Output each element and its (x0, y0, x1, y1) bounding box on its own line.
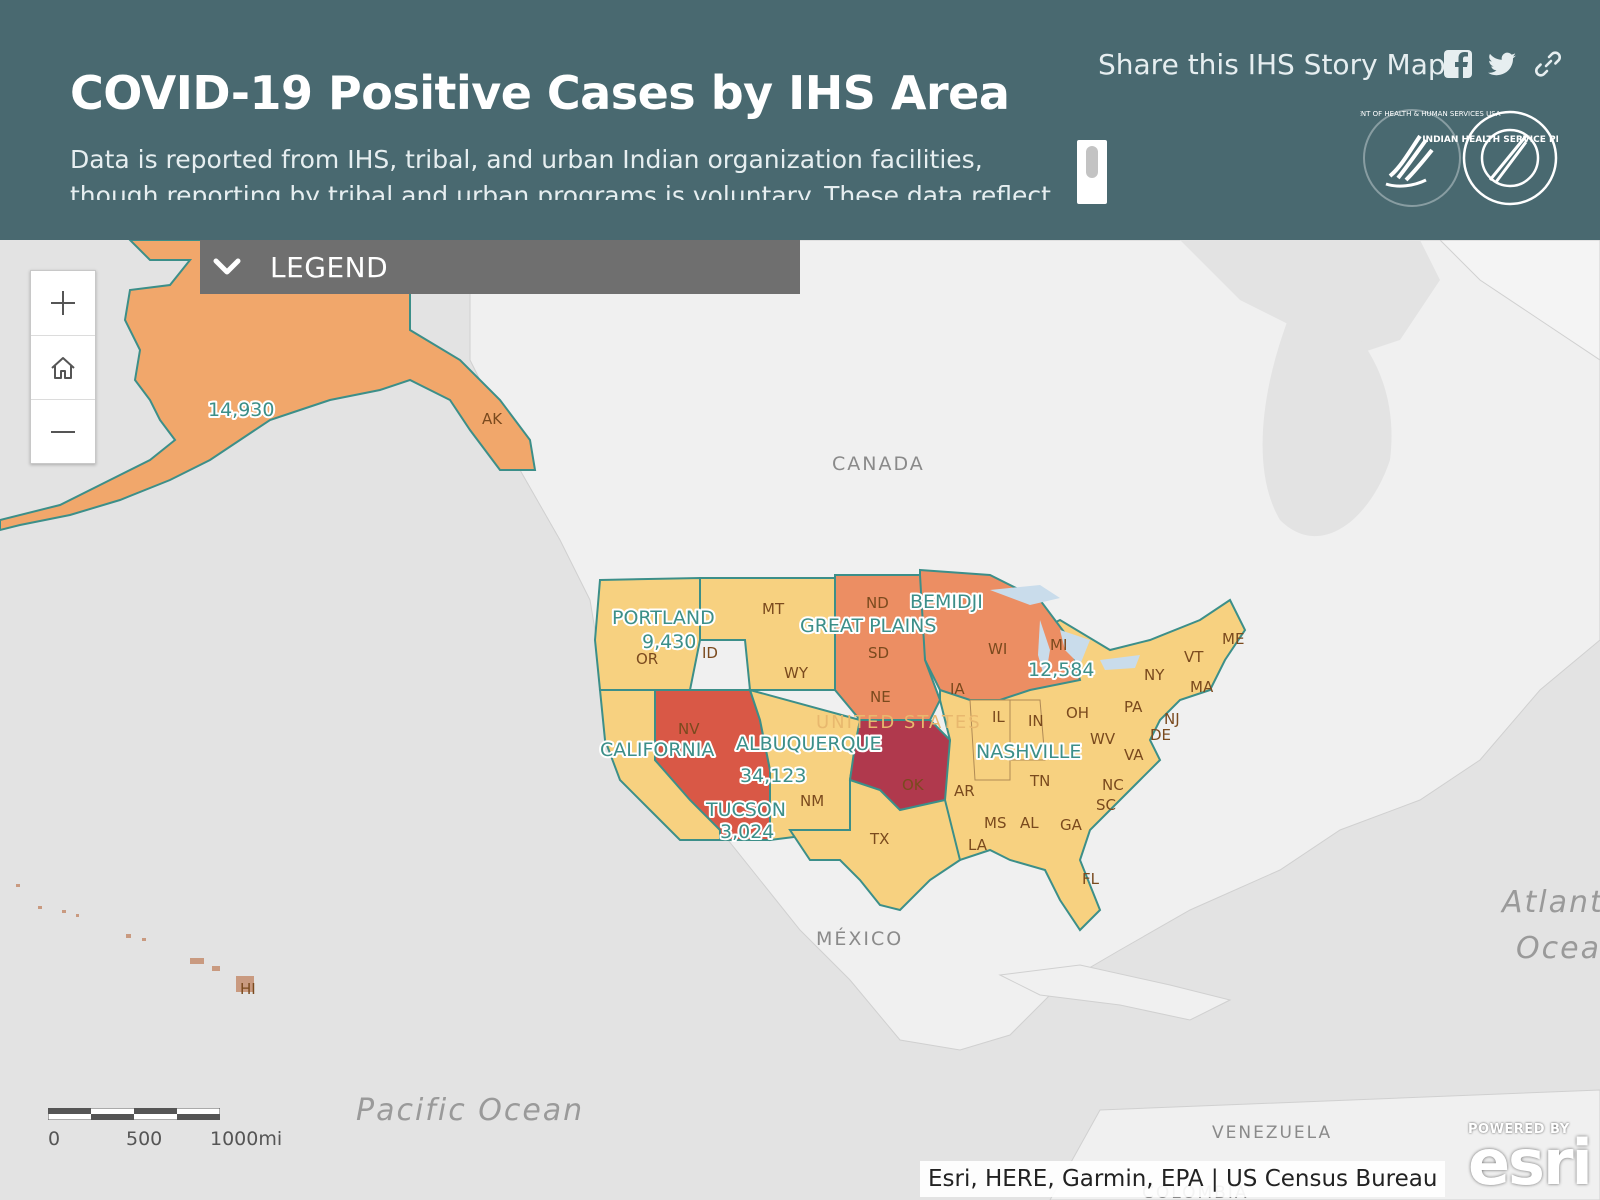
state-label-il: IL (992, 708, 1005, 726)
label-venezuela: VENEZUELA (1212, 1123, 1332, 1143)
state-label-in: IN (1028, 712, 1044, 730)
state-label-va: VA (1124, 746, 1144, 764)
great-plains-area[interactable] (834, 574, 942, 721)
map-attribution: Esri, HERE, Garmin, EPA | US Census Bure… (920, 1161, 1446, 1197)
label-atlantic-ocean: Atlanti (1500, 885, 1600, 920)
scale-bar (48, 1108, 220, 1120)
state-label-ma: MA (1190, 678, 1214, 696)
esri-logo[interactable]: esri (1468, 1126, 1593, 1199)
legend-label: LEGEND (270, 251, 389, 284)
zoom-out-button[interactable] (31, 399, 95, 464)
twitter-icon[interactable] (1486, 48, 1518, 80)
state-label-ms: MS (984, 814, 1006, 832)
facebook-icon[interactable] (1442, 48, 1474, 80)
chevron-down-icon[interactable] (212, 252, 242, 282)
state-label-or: OR (636, 650, 658, 668)
alaska-area[interactable] (0, 240, 537, 532)
label-pacific-ocean: Pacific Ocean (356, 1093, 584, 1128)
area-label-albuquerque: ALBUQUERQUE (736, 733, 881, 755)
description-scrollbar[interactable] (1077, 140, 1107, 204)
state-label-ar: AR (954, 782, 975, 800)
state-label-la: LA (968, 836, 988, 854)
home-button[interactable] (31, 335, 95, 400)
great-lakes (990, 585, 1140, 680)
state-label-de: DE (1150, 726, 1171, 744)
state-label-ny: NY (1144, 666, 1165, 684)
state-label-id: ID (702, 644, 718, 662)
state-label-nm: NM (800, 792, 824, 810)
hhs-ihs-seal-logo: DEPARTMENT OF HEALTH & HUMAN SERVICES US… (1360, 109, 1558, 207)
area-cases-alaska: 14,930 (208, 399, 274, 421)
texas (788, 778, 962, 912)
state-label-wi: WI (988, 640, 1007, 658)
state-label-vt: VT (1184, 648, 1204, 666)
cuba (998, 964, 1232, 1021)
hawaii-islands (16, 884, 254, 992)
state-label-fl: FL (1082, 870, 1100, 888)
state-label-mi: MI (1050, 636, 1067, 654)
story-header: COVID-19 Positive Cases by IHS Area Data… (0, 0, 1600, 240)
greenland (1439, 240, 1600, 361)
state-label-wy: WY (784, 664, 809, 682)
label-canada: CANADA (832, 453, 925, 475)
illinois (969, 699, 1011, 781)
map-description: Data is reported from IHS, tribal, and u… (70, 145, 1051, 200)
page-title: COVID-19 Positive Cases by IHS Area (70, 66, 1010, 120)
label-atlantic-ocean-2: Ocean (1516, 931, 1600, 966)
hhs-seal-text: DEPARTMENT OF HEALTH & HUMAN SERVICES US… (1360, 110, 1501, 118)
state-label-nj: NJ (1164, 710, 1180, 728)
state-label-nc: NC (1102, 776, 1124, 794)
hudson-bay-south (1262, 290, 1392, 537)
scale-label-1000mi: 1000mi (210, 1128, 283, 1150)
state-label-wv: WV (1090, 730, 1116, 748)
area-label-tucson: TUCSON (705, 799, 786, 821)
state-label-tn: TN (1029, 772, 1050, 790)
area-label-nashville: NASHVILLE (976, 741, 1081, 763)
area-cases-navajo-phoenix: 34,123 (740, 765, 806, 787)
state-label-ia: IA (950, 680, 965, 698)
state-label-sd: SD (868, 644, 889, 662)
scale-label-500: 500 (126, 1128, 163, 1150)
state-label-nd: ND (866, 594, 889, 612)
esri-powered-label: POWERED BY (1468, 1122, 1570, 1137)
state-label-nv: NV (678, 720, 700, 738)
state-label-me: ME (1222, 630, 1244, 648)
scale-label-0: 0 (48, 1128, 61, 1150)
area-label-bemidji: BEMIDJI (910, 591, 983, 613)
area-cases-portland: 9,430 (642, 631, 696, 653)
state-label-mt: MT (762, 600, 785, 618)
state-label-ne: NE (870, 688, 891, 706)
state-label-al: AL (1020, 814, 1039, 832)
minus-icon (51, 431, 75, 433)
state-label-ok: OK (902, 776, 925, 794)
plus-icon (51, 291, 75, 315)
legend-toggle[interactable]: LEGEND (200, 240, 800, 294)
label-united-states: UNITED STATES (816, 712, 982, 733)
home-icon (51, 357, 75, 379)
ihs-seal-text: INDIAN HEALTH SERVICE PHS 1955 (1422, 135, 1558, 145)
area-cases-tucson: 3,024 (720, 821, 774, 843)
label-mexico: MÉXICO (816, 927, 903, 950)
state-label-ga: GA (1060, 816, 1083, 834)
share-label: Share this IHS Story Map (1098, 48, 1446, 81)
state-label-ak: AK (482, 410, 503, 428)
link-icon[interactable] (1532, 48, 1564, 80)
covid-ihs-area-map[interactable]: CANADA UNITED STATES MÉXICO Pacific Ocea… (0, 240, 1600, 1200)
area-label-california: CALIFORNIA (600, 739, 714, 761)
zoom-controls (30, 270, 96, 464)
zoom-in-button[interactable] (31, 271, 95, 335)
area-cases-bemidji: 12,584 (1028, 659, 1094, 681)
state-label-hi: HI (240, 980, 256, 998)
state-label-tx: TX (869, 830, 889, 848)
area-label-great-plains: GREAT PLAINS (800, 615, 936, 637)
area-label-portland: PORTLAND (612, 607, 715, 629)
state-label-pa: PA (1124, 698, 1143, 716)
state-label-oh: OH (1066, 704, 1089, 722)
scrollbar-thumb[interactable] (1086, 146, 1098, 178)
state-label-sc: SC (1096, 796, 1116, 814)
